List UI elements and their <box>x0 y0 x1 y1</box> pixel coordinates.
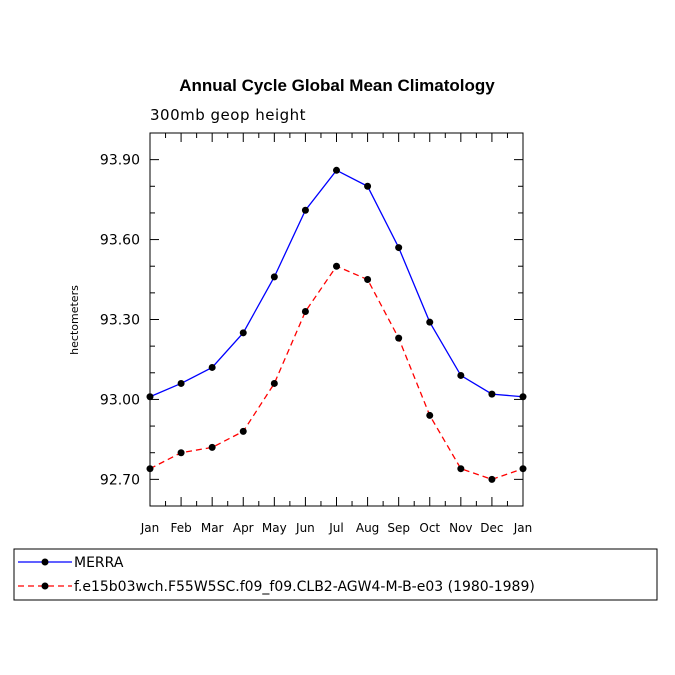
series-line-0 <box>149 169 524 398</box>
data-point-0 <box>395 244 403 252</box>
x-tick-label: Sep <box>387 521 410 535</box>
x-tick-label: Jun <box>295 521 315 535</box>
data-point-1 <box>177 449 185 457</box>
data-point-0 <box>333 166 340 174</box>
data-point-0 <box>146 393 154 401</box>
x-tick-labels: Jan Feb Mar Apr May Jun Jul Aug Sep Oct Nov Dec Jan <box>140 521 533 535</box>
data-point-0 <box>426 318 434 326</box>
legend-label-model: f.e15b03wch.F55W5SC.f09_f09.CLB2-AGW4-M-… <box>74 579 535 595</box>
legend: MERRA f.e15b03wch.F55W5SC.f09_f09.CLB2-A… <box>13 548 658 601</box>
data-point-0 <box>488 390 496 398</box>
y-tick-labels: 92.70 93.00 93.30 93.60 93.90 <box>100 153 140 489</box>
x-tick-label: Mar <box>201 521 224 535</box>
x-tick-label: May <box>262 521 287 535</box>
data-point-0 <box>519 393 527 401</box>
x-tick-label: Apr <box>233 521 254 535</box>
data-point-1 <box>519 465 527 473</box>
data-point-1 <box>395 334 403 342</box>
y-tick-label: 93.60 <box>100 233 140 249</box>
x-tick-label: Feb <box>170 521 191 535</box>
legend-marker-merra <box>41 558 49 566</box>
x-tick-label: Jul <box>328 521 343 535</box>
plot-frame <box>149 132 524 507</box>
data-point-0 <box>301 206 309 214</box>
y-tick-label: 93.90 <box>100 153 140 169</box>
x-tick-label: Jan <box>140 521 160 535</box>
y-tick-label: 93.00 <box>100 392 140 408</box>
data-point-1 <box>364 276 372 284</box>
data-point-1 <box>146 465 154 473</box>
data-point-0 <box>177 379 185 387</box>
data-point-1 <box>488 475 496 483</box>
data-point-1 <box>208 443 216 451</box>
data-point-0 <box>270 273 278 281</box>
data-point-1 <box>426 411 434 419</box>
legend-label-merra: MERRA <box>74 555 124 571</box>
chart-title: Annual Cycle Global Mean Climatology <box>179 76 495 95</box>
x-tick-label: Oct <box>419 521 440 535</box>
series-line-1 <box>149 265 524 481</box>
data-point-1 <box>301 308 309 316</box>
series-layer <box>146 166 527 483</box>
legend-marker-model <box>41 582 49 590</box>
data-point-1 <box>270 379 278 387</box>
chart-subtitle: 300mb geop height <box>150 106 306 124</box>
y-tick-label: 93.30 <box>100 313 140 329</box>
y-tick-label: 92.70 <box>100 472 140 488</box>
x-tick-label: Aug <box>356 521 379 535</box>
data-point-0 <box>208 363 216 371</box>
x-tick-label: Jan <box>513 521 533 535</box>
axis-ticks <box>149 133 524 506</box>
data-point-1 <box>333 262 340 270</box>
y-axis-label: hectometers <box>68 285 81 355</box>
data-point-1 <box>457 465 465 473</box>
data-point-0 <box>239 329 247 337</box>
x-tick-label: Dec <box>480 521 503 535</box>
data-point-0 <box>364 182 372 190</box>
data-point-1 <box>239 427 247 435</box>
x-tick-label: Nov <box>449 521 472 535</box>
legend-box <box>13 548 658 601</box>
data-point-0 <box>457 371 465 379</box>
